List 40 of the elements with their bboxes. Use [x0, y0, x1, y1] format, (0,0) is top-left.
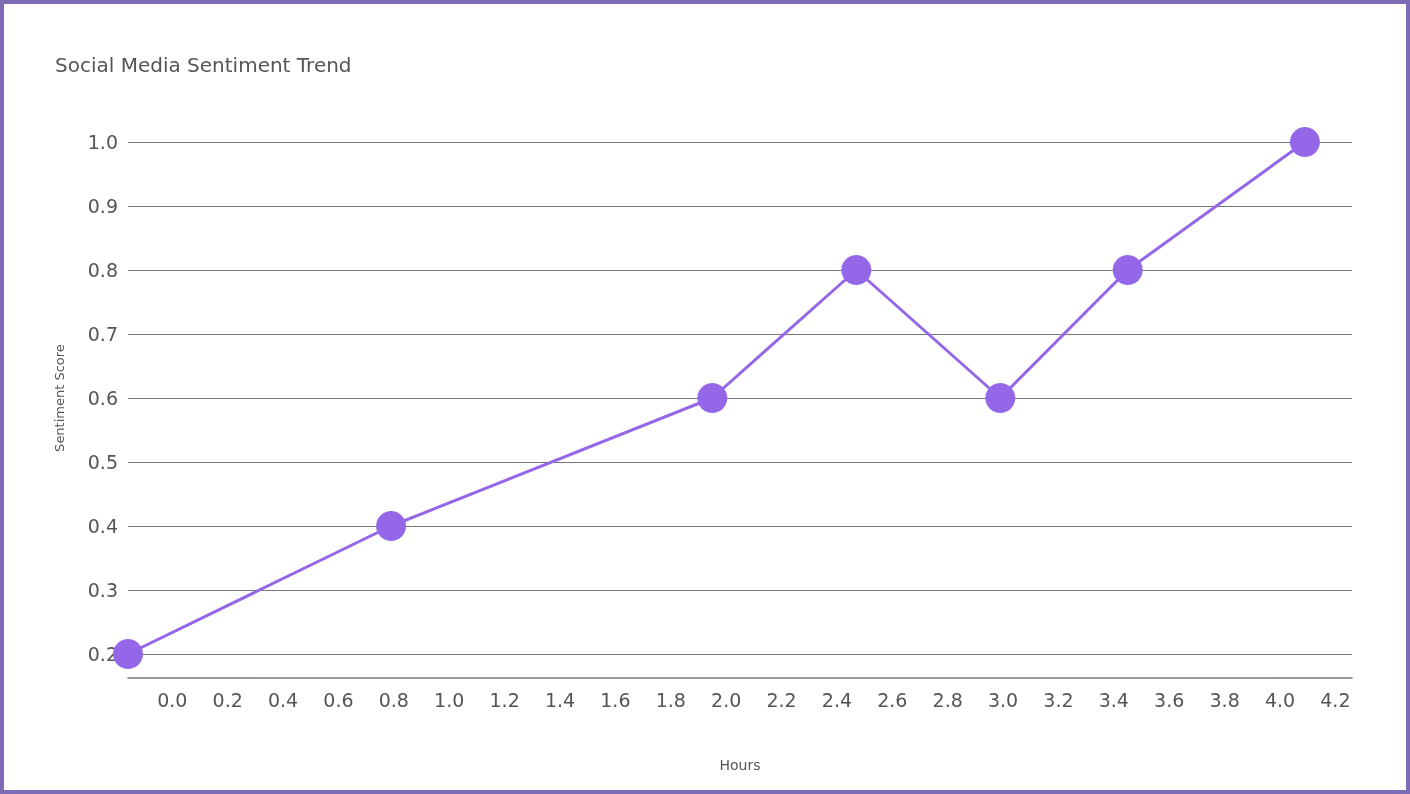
x-tick-label: 1.6: [600, 688, 631, 711]
x-tick-label: 0.2: [212, 688, 243, 711]
x-tick-label: 3.8: [1209, 688, 1240, 711]
x-tick-label: 0.6: [323, 688, 354, 711]
x-tick-label: 3.2: [1043, 688, 1074, 711]
x-tick-label: 2.2: [766, 688, 797, 711]
point: [376, 511, 407, 541]
y-tick-label: 0.7: [87, 323, 118, 345]
point: [841, 255, 872, 285]
x-tick-label: 3.0: [987, 688, 1019, 711]
x-tick-label: 3.4: [1098, 688, 1129, 711]
point: [697, 383, 728, 413]
x-tick-label: 2.0: [711, 688, 742, 711]
point: [1112, 255, 1143, 285]
chart-title: Social Media Sentiment Trend: [55, 53, 352, 77]
x-tick-label: 1.0: [434, 688, 465, 711]
x-axis-title: Hours: [719, 757, 761, 773]
point: [1289, 127, 1320, 157]
y-tick-label: 0.5: [87, 451, 118, 473]
x-tick-label: 1.4: [544, 688, 576, 711]
x-tick-label: 0.8: [378, 688, 409, 711]
x-tick-label: 3.6: [1154, 688, 1185, 711]
x-tick-label: 0.0: [157, 688, 188, 711]
y-tick-label: 0.8: [87, 259, 118, 281]
x-tick-label: 1.2: [489, 688, 520, 711]
point: [113, 639, 143, 669]
x-tick-label: 0.4: [267, 688, 299, 711]
point: [985, 383, 1016, 413]
y-axis-title: Sentiment Score: [52, 344, 67, 452]
y-tick-label: 0.3: [87, 579, 118, 601]
x-tick-label: 1.8: [655, 688, 686, 711]
y-tick-label: 0.9: [87, 195, 118, 217]
x-tick-label: 2.4: [821, 688, 853, 711]
x-tick-label: 4.0: [1264, 688, 1296, 711]
x-tick-label: 4.2: [1320, 688, 1351, 711]
x-tick-label: 2.6: [877, 688, 908, 711]
y-tick-label: 0.4: [87, 515, 118, 537]
y-tick-label: 1.0: [87, 131, 118, 153]
x-tick-label: 2.8: [932, 688, 963, 711]
y-tick-label: 0.6: [87, 387, 118, 409]
